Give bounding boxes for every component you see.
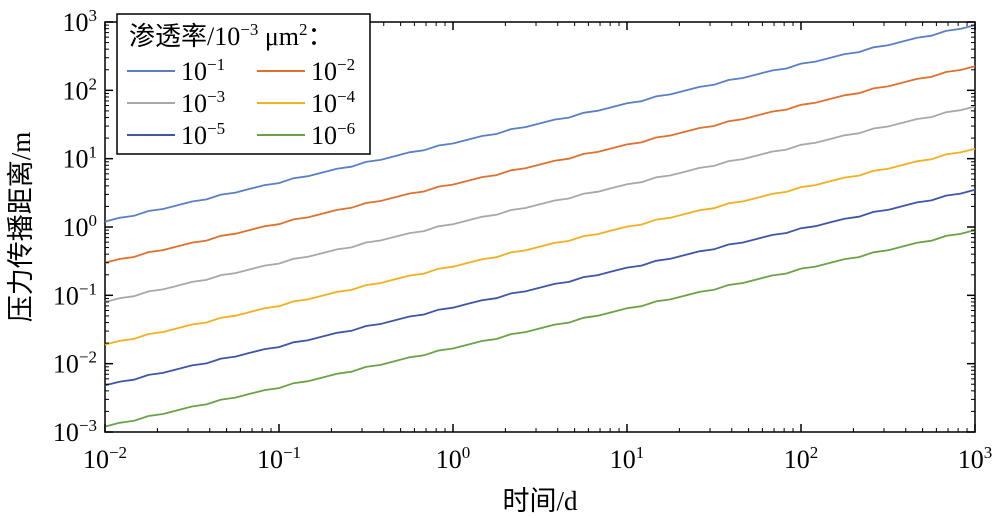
legend-title: 渗透率/10−3 μm2： — [129, 20, 334, 51]
series-line-5 — [104, 188, 976, 387]
legend-label-4: 10−4 — [311, 87, 356, 118]
x-tick-label: 10−2 — [83, 443, 127, 474]
x-tick-label: 101 — [610, 443, 645, 474]
y-tick-label: 103 — [63, 6, 98, 37]
x-tick-label: 103 — [958, 443, 993, 474]
legend-label-3: 10−3 — [181, 87, 225, 118]
legend-label-1: 10−1 — [181, 55, 225, 86]
y-tick-label: 100 — [63, 211, 98, 242]
series-line-4 — [104, 147, 976, 346]
y-tick-label: 10−3 — [53, 416, 97, 447]
y-tick-label: 102 — [63, 74, 98, 105]
x-tick-label: 100 — [436, 443, 471, 474]
x-axis-title: 时间/d — [502, 486, 578, 516]
x-tick-label: 102 — [784, 443, 819, 474]
series-line-6 — [104, 229, 976, 428]
y-axis-title: 压力传播距离/m — [6, 132, 36, 323]
y-tick-label: 10−1 — [53, 279, 97, 310]
legend-box — [116, 13, 371, 155]
legend-label-2: 10−2 — [311, 55, 355, 86]
series-line-1 — [104, 24, 976, 223]
x-tick-label: 10−1 — [257, 443, 301, 474]
legend-label-6: 10−6 — [311, 119, 355, 150]
y-tick-label: 10−2 — [53, 348, 97, 379]
legend-label-5: 10−5 — [181, 119, 225, 150]
series-line-3 — [104, 105, 976, 303]
series-line-2 — [104, 65, 976, 264]
y-tick-label: 101 — [63, 143, 98, 174]
